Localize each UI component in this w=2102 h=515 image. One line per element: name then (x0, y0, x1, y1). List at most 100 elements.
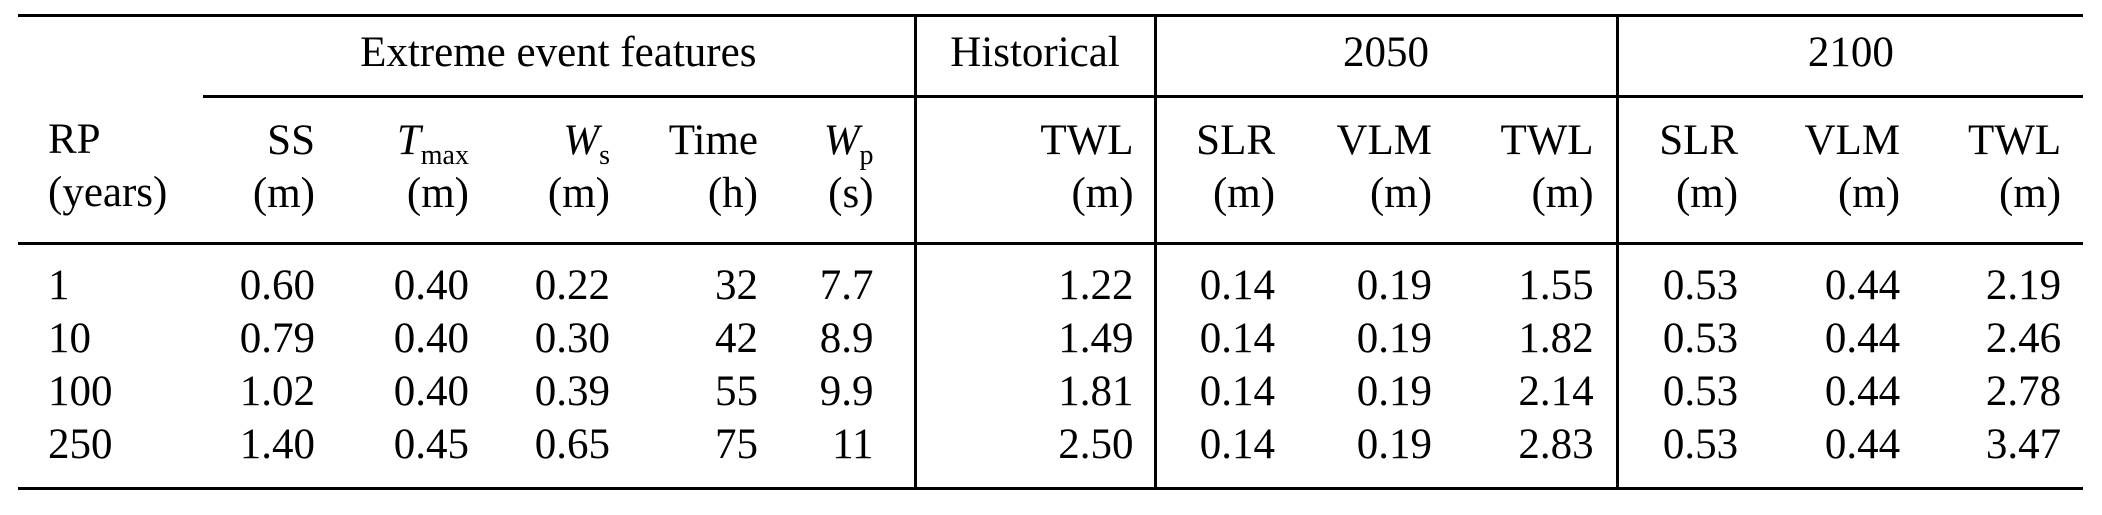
column-header-vlm-2050: VLM (m) (1290, 96, 1448, 245)
cell-twl-2050: 2.83 (1447, 418, 1618, 490)
cell-twl-2100: 2.78 (1985, 368, 2062, 415)
cell-tmax: 0.40 (393, 262, 469, 309)
cell-ss: 0.60 (239, 262, 315, 309)
column-symbol: W (823, 117, 860, 164)
cell-wp: 9.9 (819, 368, 874, 415)
column-header-twl-2050: TWL (m) (1447, 96, 1618, 245)
cell-rp: 10 (48, 315, 91, 362)
cell-time: 55 (715, 368, 758, 415)
column-symbol: T (396, 117, 421, 164)
cell-slr-2100: 0.53 (1615, 365, 1754, 418)
cell-slr-2050: 0.14 (1153, 365, 1291, 418)
cell-tmax: 0.40 (393, 315, 469, 362)
column-subscript: max (420, 140, 469, 171)
cell-twl-historical: 2.50 (913, 418, 1156, 490)
cell-twl-historical: 1.22 (913, 243, 1156, 312)
cell-time: 75 (625, 418, 773, 490)
column-header-row: RP (years) SS (m) Tmax (m) Ws (m) Time (h) Wp (s) TW… (18, 96, 2084, 245)
cell-ss: 1.40 (203, 418, 330, 490)
column-symbol: VLM (1336, 117, 1433, 164)
column-unit: (m) (1071, 170, 1134, 217)
cell-slr-2050: 0.14 (1153, 418, 1291, 490)
column-header-twl-2100: TWL (m) (1915, 96, 2084, 245)
cell-vlm-2050: 0.19 (1290, 418, 1448, 490)
cell-slr-2050: 0.14 (1153, 243, 1291, 312)
column-unit: (m) (1837, 170, 1901, 217)
column-symbol: TWL (1967, 117, 2062, 164)
column-unit: (h) (707, 170, 758, 217)
column-header-ws: Ws (m) (484, 96, 625, 245)
table-row-rp-100: 100 1.02 0.40 0.39 55 9.9 1.81 0.14 0.19 2.14 0.53… (18, 365, 2083, 418)
column-unit: (m) (547, 170, 610, 217)
cell-twl-2050: 1.55 (1518, 262, 1594, 309)
column-symbol: SLR (1196, 117, 1276, 164)
cell-ws: 0.65 (484, 418, 625, 490)
column-unit: (years) (48, 168, 168, 216)
cell-vlm-2050: 0.19 (1356, 315, 1433, 362)
cell-wp: 8.9 (819, 315, 874, 362)
cell-slr-2100: 0.53 (1615, 243, 1754, 312)
cell-wp: 7.7 (819, 262, 874, 309)
cell-twl-2100: 2.19 (1985, 262, 2062, 309)
cell-ws: 0.39 (534, 368, 610, 415)
column-unit: (m) (1531, 170, 1594, 217)
cell-twl-2100: 2.46 (1985, 315, 2062, 362)
cell-ws: 0.30 (534, 315, 610, 362)
cell-ws: 0.22 (534, 262, 610, 309)
column-header-vlm-2100: VLM (m) (1753, 96, 1916, 245)
column-unit: (m) (1369, 170, 1433, 217)
cell-slr-2050: 0.14 (1153, 312, 1291, 365)
cell-vlm-2050: 0.19 (1356, 368, 1433, 415)
cell-ss: 1.02 (239, 368, 315, 415)
column-symbol: W (563, 117, 600, 164)
group-header-empty (18, 14, 203, 97)
column-subscript: p (859, 140, 874, 171)
cell-tmax: 0.45 (330, 418, 484, 490)
column-header-tmax: Tmax (m) (330, 96, 484, 245)
return-period-twl-table: Extreme event features Historical 2050 2100… (18, 14, 2084, 490)
cell-twl-2100: 3.47 (1915, 418, 2084, 490)
cell-twl-historical: 1.49 (913, 312, 1156, 365)
table-row-rp-10: 10 0.79 0.40 0.30 42 8.9 1.49 0.14 0.19 1.82 0.53 0… (18, 312, 2083, 365)
cell-vlm-2100: 0.44 (1824, 368, 1901, 415)
cell-twl-historical: 1.81 (913, 365, 1156, 418)
column-header-slr-2100: SLR (m) (1615, 96, 1754, 245)
group-header-extreme-event-features: Extreme event features (203, 14, 916, 98)
column-header-rp: RP (years) (18, 96, 203, 245)
column-unit: (m) (1212, 170, 1276, 217)
cell-vlm-2100: 0.44 (1824, 315, 1901, 362)
column-symbol: SS (267, 117, 315, 164)
column-subscript: s (599, 140, 610, 171)
cell-twl-2050: 2.14 (1518, 368, 1594, 415)
cell-rp: 1 (48, 262, 70, 309)
cell-rp: 100 (48, 368, 113, 415)
group-header-2050: 2050 (1153, 14, 1618, 98)
cell-time: 42 (715, 315, 758, 362)
column-unit: (m) (252, 170, 315, 217)
column-symbol: Time (668, 117, 758, 164)
cell-vlm-2100: 0.44 (1824, 262, 1901, 309)
cell-twl-2050: 1.82 (1518, 315, 1594, 362)
group-header-2100: 2100 (1615, 14, 2084, 98)
cell-wp: 11 (773, 418, 916, 490)
cell-vlm-2050: 0.19 (1356, 262, 1433, 309)
column-header-wp: Wp (s) (773, 96, 916, 245)
table-row-rp-1: 1 0.60 0.40 0.22 32 7.7 1.22 0.14 0.19 1.55 0.53 0.… (18, 243, 2083, 312)
column-unit: (m) (1999, 170, 2062, 217)
table-body: Extreme event features Historical 2050 2100… (18, 14, 2084, 490)
column-symbol: RP (48, 115, 101, 163)
column-header-slr-2050: SLR (m) (1153, 96, 1291, 245)
cell-vlm-2100: 0.44 (1753, 418, 1916, 490)
column-header-twl-historical: TWL (m) (913, 96, 1156, 245)
cell-ss: 0.79 (239, 315, 315, 362)
column-unit: (s) (828, 170, 874, 217)
column-symbol: VLM (1804, 117, 1901, 164)
column-symbol: TWL (1040, 117, 1134, 164)
cell-rp: 250 (18, 418, 203, 490)
group-header-row: Extreme event features Historical 2050 2100 (18, 14, 2084, 98)
column-unit: (m) (1675, 170, 1739, 217)
cell-slr-2100: 0.53 (1615, 418, 1754, 490)
column-header-time: Time (h) (625, 96, 773, 245)
cell-slr-2100: 0.53 (1615, 312, 1754, 365)
